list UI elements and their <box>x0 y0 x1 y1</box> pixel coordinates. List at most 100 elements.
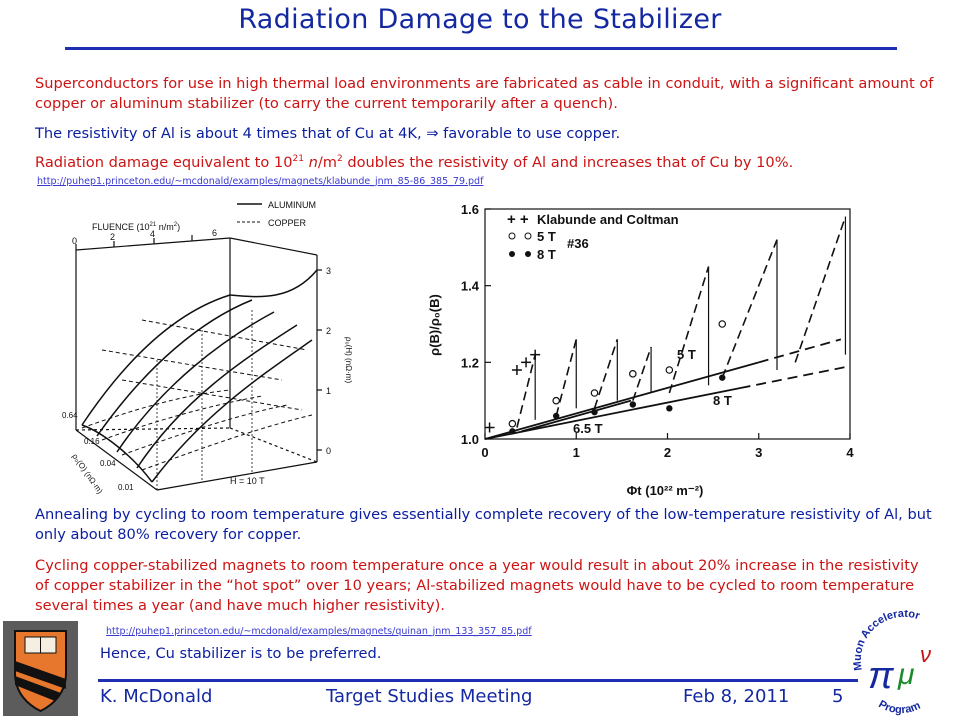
annotation-6-5t: 6.5 T <box>573 421 603 436</box>
point-plus-2 <box>521 357 532 368</box>
fluence-tick-4: 4 <box>150 229 155 239</box>
fluence-label-text: FLUENCE (10 <box>92 222 150 232</box>
paragraph-cycling: Cycling copper-stabilized magnets to roo… <box>35 557 919 614</box>
slide-title: Radiation Damage to the Stabilizer <box>238 4 722 35</box>
x-axis-label: Φt (10²² m⁻²) <box>627 483 704 498</box>
annealing-sawtooth <box>516 216 847 428</box>
paragraph-radiation-damage: Radiation damage equivalent to 1021 n/m2… <box>35 149 935 173</box>
y-tick-labels: 1.0 1.2 1.4 1.6 <box>461 202 480 447</box>
point-5t-5 <box>718 320 727 328</box>
x-tick-label-1: 1 <box>573 445 580 460</box>
point-5t-0 <box>508 419 517 428</box>
footer-meeting: Target Studies Meeting <box>326 686 533 707</box>
legend-filled-circle-2 <box>525 251 531 257</box>
rho-h-tick-3: 3 <box>326 266 331 276</box>
fit-line-ext-1 <box>740 365 851 389</box>
legend-36: #36 <box>567 236 589 251</box>
fluence-tick-6: 6 <box>212 228 217 238</box>
frame-top-back <box>75 237 231 251</box>
paragraph-annealing: Annealing by cycling to room temperature… <box>35 506 932 543</box>
point-plus-0 <box>484 422 495 433</box>
mu-glyph: μ <box>897 658 914 691</box>
legend-copper-label: COPPER <box>268 218 307 228</box>
rho-h-axis-label: ρ₀(H) (nΩ·m) <box>344 337 353 384</box>
copper-curve-4 <box>141 414 313 471</box>
h-field-label: H = 10 T <box>230 476 265 486</box>
point-plus-1 <box>511 365 522 375</box>
fluence-label-close: ) <box>177 222 180 232</box>
nu-glyph: ν <box>920 642 931 667</box>
fit-lines <box>484 338 851 440</box>
sawtooth-rise-4 <box>668 266 710 394</box>
conclusion-text: Hence, Cu stabilizer is to be preferred. <box>100 645 382 662</box>
sawtooth-rise-0 <box>516 354 536 428</box>
point-8t-5 <box>719 374 726 381</box>
aluminum-curve-4 <box>136 324 298 469</box>
rho-h-tick-2: 2 <box>326 326 331 336</box>
fluence-label-exp: 21 <box>150 222 157 228</box>
aluminum-curve-2 <box>96 299 253 437</box>
fluence-tick-0: 0 <box>72 236 77 246</box>
rho-h-tick-0: 0 <box>326 446 331 456</box>
point-5t-4 <box>665 366 674 374</box>
aluminum-curve-3 <box>116 311 275 453</box>
legend-open-circle-2 <box>524 232 532 240</box>
klabunde-link[interactable]: http://puhep1.princeton.edu/~mcdonald/ex… <box>37 176 484 187</box>
point-8t-0 <box>509 428 516 435</box>
copper-grid-2 <box>101 349 283 381</box>
legend-plus-marker: + + <box>507 211 529 228</box>
fit-line-6-5t <box>521 399 632 433</box>
sawtooth-rise-5 <box>721 239 778 378</box>
legend-aluminum-label: ALUMINUM <box>268 200 316 210</box>
paragraph-cable-in-conduit: Superconductors for use in high thermal … <box>35 75 934 112</box>
legend-8t: 8 T <box>537 247 556 262</box>
rho0-tick-064: 0.64 <box>62 411 78 420</box>
sawtooth-rise-2 <box>593 339 619 409</box>
fluence-label-exp2: 2 <box>174 222 178 228</box>
aluminum-top-edge <box>229 269 318 298</box>
footer-rule <box>98 679 858 682</box>
radiation-exp2: 2 <box>336 154 343 164</box>
point-5t-2 <box>590 389 599 397</box>
radiation-text-pre: Radiation damage equivalent to 10 <box>35 153 293 171</box>
annotation-8t: 8 T <box>713 393 732 408</box>
footer-author: K. McDonald <box>100 686 213 707</box>
muon-accelerator-logo-icon: Muon Accelerator π μ ν Program <box>852 608 931 717</box>
y-tick-label-3: 1.6 <box>461 202 479 217</box>
y-axis-label: ρ(B)/ρ₀(B) <box>427 294 442 356</box>
title-rule <box>65 47 897 50</box>
rho0-tick-016: 0.16 <box>84 437 100 446</box>
aluminum-curve-1 <box>81 294 231 426</box>
y-tick-label-2: 1.4 <box>461 279 480 294</box>
data-points <box>484 320 727 435</box>
legend-klabunde: Klabunde and Coltman <box>537 212 679 227</box>
copper-curve-3 <box>121 404 288 456</box>
legend-filled-circle-1 <box>509 251 515 257</box>
y-tick-label-1: 1.2 <box>461 355 479 370</box>
radiation-unit-rest: /m <box>317 153 337 171</box>
fit-line-5t <box>484 361 759 440</box>
frame-bottom-diag <box>229 427 318 463</box>
pi-glyph: π <box>868 655 895 697</box>
legend-open-circle-1 <box>508 232 516 240</box>
radiation-unit-n: n <box>308 153 318 171</box>
rho0-tick-004: 0.04 <box>100 459 116 468</box>
x-tick-label-3: 3 <box>755 445 762 460</box>
x-tick-label-4: 4 <box>846 445 854 460</box>
footer-date: Feb 8, 2011 <box>683 686 790 707</box>
radiation-exp: 21 <box>292 154 304 164</box>
quinan-link[interactable]: http://puhep1.princeton.edu/~mcdonald/ex… <box>106 626 532 637</box>
sawtooth-rise-6 <box>794 216 847 363</box>
annotation-5t: 5 T <box>677 347 696 362</box>
frame-bottom-right <box>156 461 318 491</box>
legend-5t: 5 T <box>537 229 556 244</box>
frame-top-right <box>229 237 318 256</box>
copper-curve-2 <box>101 395 263 441</box>
point-plus-3 <box>530 349 541 360</box>
paragraph-resistivity: The resistivity of Al is about 4 times t… <box>35 125 621 142</box>
rho-h-tick-1: 1 <box>326 386 331 396</box>
point-8t-3 <box>629 401 637 408</box>
frame-bottom-back <box>75 427 231 431</box>
fluence-label-unit: n/m <box>156 222 174 232</box>
princeton-logo-tile <box>3 621 78 716</box>
